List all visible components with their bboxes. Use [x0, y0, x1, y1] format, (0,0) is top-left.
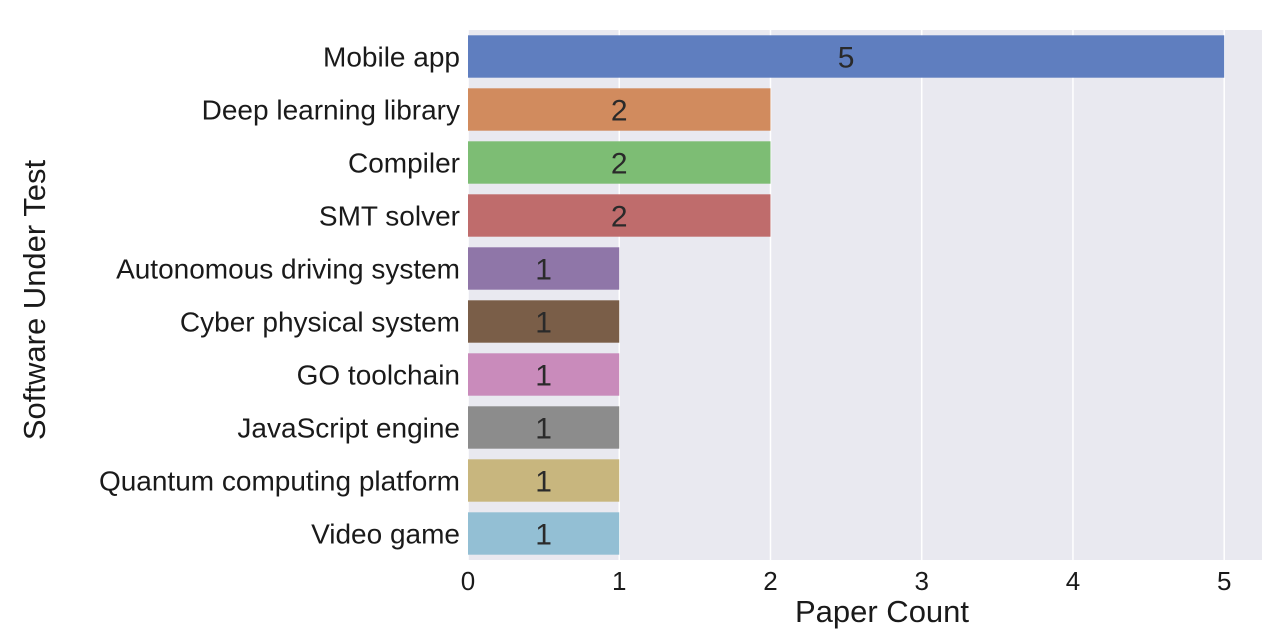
- data-label: 1: [535, 466, 552, 499]
- bar: [468, 459, 620, 502]
- data-label: 1: [535, 413, 552, 446]
- data-labels: 5 2 2 2 1 1 1 1 1 1: [535, 42, 854, 552]
- category-label: Cyber physical system: [180, 307, 460, 338]
- category-label: GO toolchain: [297, 360, 460, 391]
- bar: [468, 406, 620, 449]
- x-tick-label: 5: [1217, 566, 1231, 596]
- category-label: Video game: [311, 519, 460, 550]
- data-label: 1: [535, 519, 552, 552]
- bars: [468, 35, 1225, 555]
- bar: [468, 35, 1225, 78]
- data-label: 1: [535, 360, 552, 393]
- category-label: Compiler: [348, 148, 460, 179]
- category-label: Deep learning library: [202, 95, 460, 126]
- bar: [468, 141, 771, 184]
- data-label: 2: [611, 95, 628, 128]
- x-tick-label: 3: [914, 566, 928, 596]
- category-label: Mobile app: [323, 42, 460, 73]
- x-tick-label: 4: [1066, 566, 1080, 596]
- data-label: 2: [611, 201, 628, 234]
- x-tick-label: 0: [461, 566, 475, 596]
- x-tick-labels: 0 1 2 3 4 5: [461, 566, 1232, 596]
- bar: [468, 300, 620, 343]
- bar: [468, 88, 771, 131]
- category-label: JavaScript engine: [237, 413, 460, 444]
- x-axis-title: Paper Count: [795, 594, 969, 629]
- bar: [468, 353, 620, 396]
- category-labels: Mobile app Deep learning library Compiler S…: [99, 42, 460, 550]
- data-label: 1: [535, 254, 552, 287]
- bar: [468, 247, 620, 290]
- x-tick-label: 2: [763, 566, 777, 596]
- category-label: Quantum computing platform: [99, 466, 460, 497]
- data-label: 1: [535, 307, 552, 340]
- category-label: SMT solver: [319, 201, 460, 232]
- bar: [468, 512, 620, 555]
- data-label: 2: [611, 148, 628, 181]
- category-label: Autonomous driving system: [116, 254, 460, 285]
- y-axis-title: Software Under Test: [17, 159, 52, 440]
- bar: [468, 194, 771, 237]
- data-label: 5: [838, 42, 855, 75]
- x-tick-label: 1: [612, 566, 626, 596]
